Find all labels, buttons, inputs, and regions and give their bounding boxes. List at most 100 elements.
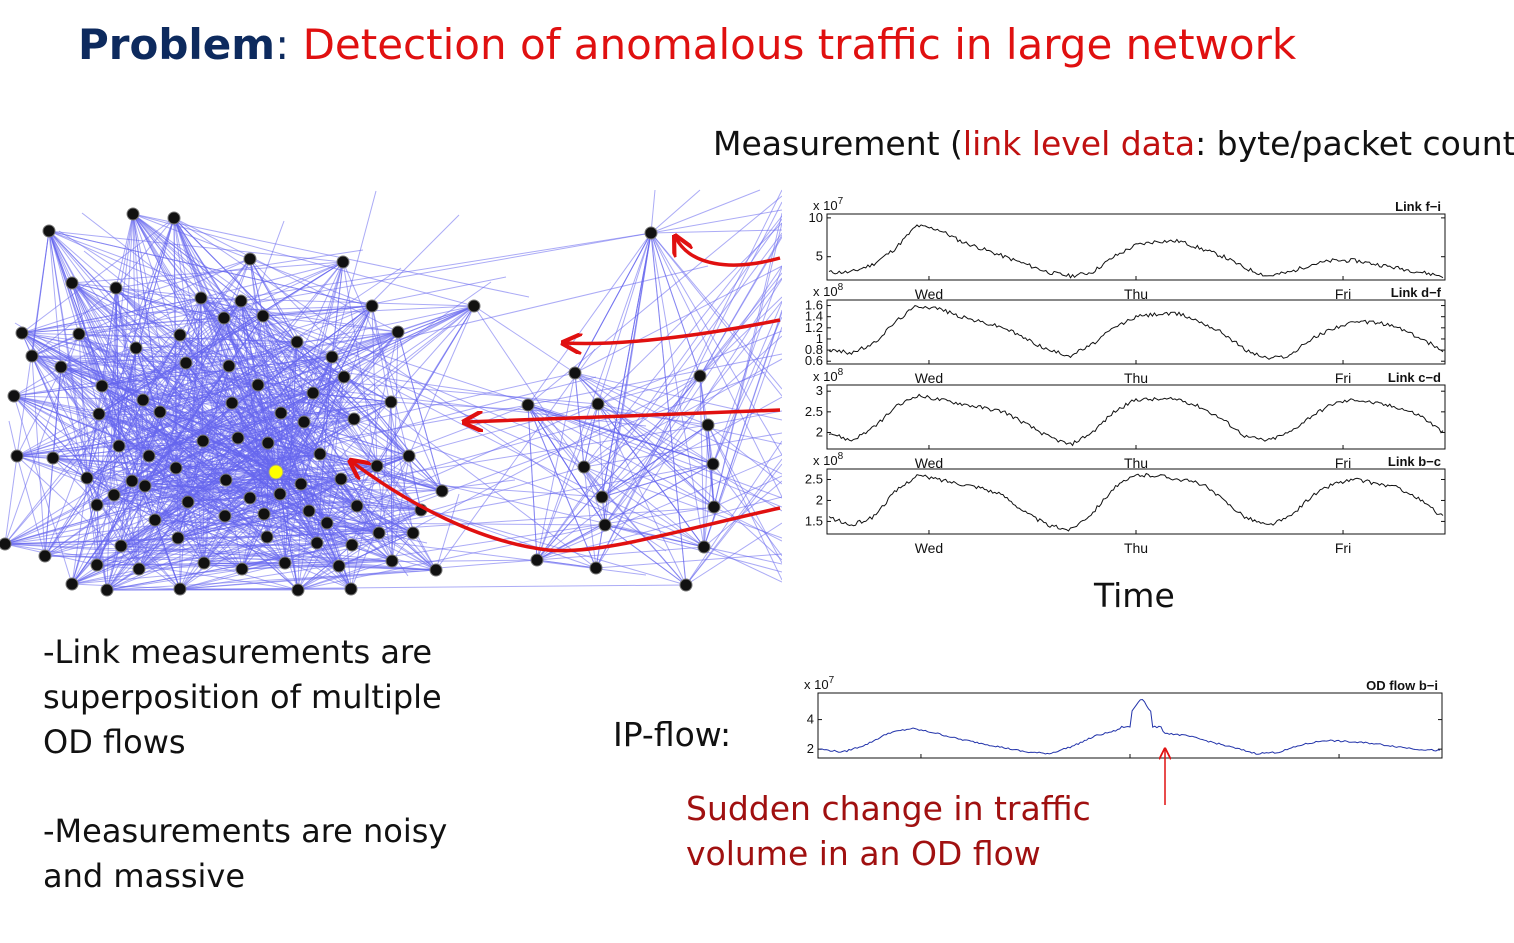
graph-node xyxy=(429,563,443,577)
graph-edge xyxy=(132,213,530,298)
x-tick-label: Fri xyxy=(1335,540,1351,556)
bullet-list: -Link measurements are superposition of … xyxy=(43,630,463,943)
graph-edge xyxy=(71,282,146,531)
graph-edge xyxy=(342,261,443,492)
graph-edge xyxy=(237,437,353,546)
graph-edge xyxy=(103,453,321,546)
graph-edge xyxy=(21,232,652,334)
graph-node xyxy=(90,498,104,512)
graph-node xyxy=(701,418,715,432)
graph-node xyxy=(257,507,271,521)
graph-edge xyxy=(115,213,134,289)
graph-node xyxy=(194,291,208,305)
graph-edge xyxy=(31,355,599,405)
graph-node xyxy=(337,370,351,384)
chart-title: Link d−f xyxy=(1391,285,1442,300)
graph-edge xyxy=(4,543,393,562)
graph-edge xyxy=(262,315,714,465)
graph-node xyxy=(231,431,245,445)
graph-node xyxy=(347,412,361,426)
graph-edge xyxy=(574,232,652,374)
graph-edge xyxy=(106,465,378,591)
graph-edge xyxy=(13,366,62,397)
graph-node xyxy=(138,479,152,493)
x-tick-label: Wed xyxy=(915,540,944,556)
graph-edge xyxy=(83,250,230,367)
y-tick-label: 2 xyxy=(807,741,814,756)
graph-node xyxy=(336,255,350,269)
graph-edge xyxy=(48,230,318,544)
graph-edge xyxy=(203,562,299,591)
graph-node xyxy=(173,582,187,596)
graph-edge xyxy=(331,190,377,358)
graph-edge xyxy=(179,559,538,590)
graph-edge xyxy=(21,332,179,539)
graph-node xyxy=(568,366,582,380)
graph-node xyxy=(290,335,304,349)
graph-edge xyxy=(81,212,443,492)
x-tick-label: Wed xyxy=(915,286,944,302)
graph-node xyxy=(402,449,416,463)
chart-panel: x 107 Link f−i 10 5 Wed Thu Fri xyxy=(809,196,1446,302)
y-tick-label: 1.2 xyxy=(805,320,823,335)
graph-edge xyxy=(200,261,344,299)
graph-node xyxy=(10,449,24,463)
chart-frame xyxy=(826,384,1446,450)
graph-node xyxy=(225,396,239,410)
graph-edge xyxy=(52,413,100,459)
graph-node xyxy=(114,539,128,553)
graph-node xyxy=(46,451,60,465)
graph-node xyxy=(235,562,249,576)
graph-node xyxy=(65,276,79,290)
graph-node xyxy=(251,378,265,392)
graph-node xyxy=(310,536,324,550)
graph-node xyxy=(92,407,106,421)
y-tick-label: 2.5 xyxy=(805,404,823,419)
graph-edge xyxy=(96,213,134,506)
graph-node xyxy=(679,578,693,592)
graph-node xyxy=(112,439,126,453)
title-colon: : xyxy=(275,20,290,69)
graph-node xyxy=(332,559,346,573)
graph-edge xyxy=(113,494,286,564)
y-tick-label: 5 xyxy=(816,249,823,264)
series-line xyxy=(828,305,1444,360)
graph-edge xyxy=(31,287,117,357)
measurement-highlight: link level data xyxy=(962,124,1196,163)
graph-edge xyxy=(595,553,782,569)
graph-edge xyxy=(52,457,181,590)
graph-edge xyxy=(106,411,161,591)
graph-node xyxy=(521,398,535,412)
graph-node xyxy=(344,582,358,596)
graph-edge xyxy=(71,583,181,590)
graph-node xyxy=(171,531,185,545)
graph-edge xyxy=(115,249,364,289)
x-tick-label: Thu xyxy=(1124,540,1148,556)
graph-edge xyxy=(340,478,352,590)
y-tick-label: 1.5 xyxy=(805,513,823,528)
graph-edge xyxy=(78,333,88,479)
measurement-prefix: Measurement ( xyxy=(713,124,963,163)
graph-node xyxy=(577,460,591,474)
chart-frame xyxy=(826,468,1446,535)
graph-node xyxy=(217,311,231,325)
y-tick-label: 1.6 xyxy=(805,298,823,313)
graph-edge xyxy=(650,189,701,234)
graph-node xyxy=(693,369,707,383)
graph-edge xyxy=(96,347,137,566)
graph-edge xyxy=(44,555,286,564)
chart-panel: x 108 Link b−c 2.5 2 1.5 Wed Thu Fri xyxy=(805,451,1446,556)
graph-node xyxy=(243,252,257,266)
graph-node xyxy=(173,328,187,342)
measurement-suffix: : byte/packet count) xyxy=(1195,124,1514,163)
y-tick-label: 4 xyxy=(807,712,814,727)
graph-edge xyxy=(60,366,205,564)
graph-edge xyxy=(31,355,353,546)
bullet-item: -Measurements are noisy and massive xyxy=(43,812,448,895)
chart-frame xyxy=(817,692,1443,759)
graph-edge xyxy=(106,515,226,591)
graph-node xyxy=(15,326,29,340)
graph-edge xyxy=(527,353,782,406)
graph-edge xyxy=(71,362,187,585)
graph-edge xyxy=(650,232,782,397)
